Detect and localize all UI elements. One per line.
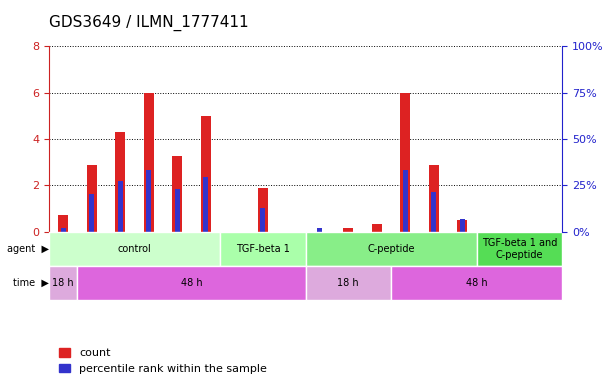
FancyBboxPatch shape (391, 266, 562, 300)
FancyBboxPatch shape (477, 232, 562, 266)
FancyBboxPatch shape (220, 232, 306, 266)
Bar (258, 188, 268, 232)
Text: 48 h: 48 h (466, 278, 488, 288)
Text: agent  ▶: agent ▶ (7, 244, 49, 254)
Text: time  ▶: time ▶ (13, 278, 49, 288)
Bar (115, 132, 125, 232)
Bar (203, 177, 208, 232)
Bar (371, 224, 382, 232)
Legend: count, percentile rank within the sample: count, percentile rank within the sample (54, 344, 271, 379)
Bar (60, 228, 65, 232)
FancyBboxPatch shape (78, 266, 306, 300)
Bar (172, 156, 182, 232)
Bar (200, 116, 211, 232)
Text: 48 h: 48 h (181, 278, 202, 288)
Text: TGF-beta 1 and
C-peptide: TGF-beta 1 and C-peptide (481, 238, 557, 260)
Bar (343, 228, 353, 232)
Bar (400, 93, 410, 232)
Bar (118, 181, 123, 232)
Bar (429, 165, 439, 232)
Bar (457, 220, 467, 232)
Bar (460, 219, 465, 232)
FancyBboxPatch shape (306, 232, 477, 266)
FancyBboxPatch shape (306, 266, 391, 300)
Text: GDS3649 / ILMN_1777411: GDS3649 / ILMN_1777411 (49, 15, 249, 31)
Text: C-peptide: C-peptide (367, 244, 415, 254)
Bar (403, 170, 408, 232)
Bar (89, 194, 94, 232)
Bar (175, 189, 180, 232)
Bar (431, 192, 436, 232)
Text: TGF-beta 1: TGF-beta 1 (236, 244, 290, 254)
FancyBboxPatch shape (49, 232, 220, 266)
Bar (144, 93, 154, 232)
Bar (87, 165, 97, 232)
Text: control: control (117, 244, 152, 254)
Bar (146, 170, 151, 232)
Bar (317, 228, 322, 232)
Bar (58, 215, 68, 232)
FancyBboxPatch shape (49, 266, 78, 300)
Text: 18 h: 18 h (337, 278, 359, 288)
Bar (260, 207, 265, 232)
Text: 18 h: 18 h (53, 278, 74, 288)
